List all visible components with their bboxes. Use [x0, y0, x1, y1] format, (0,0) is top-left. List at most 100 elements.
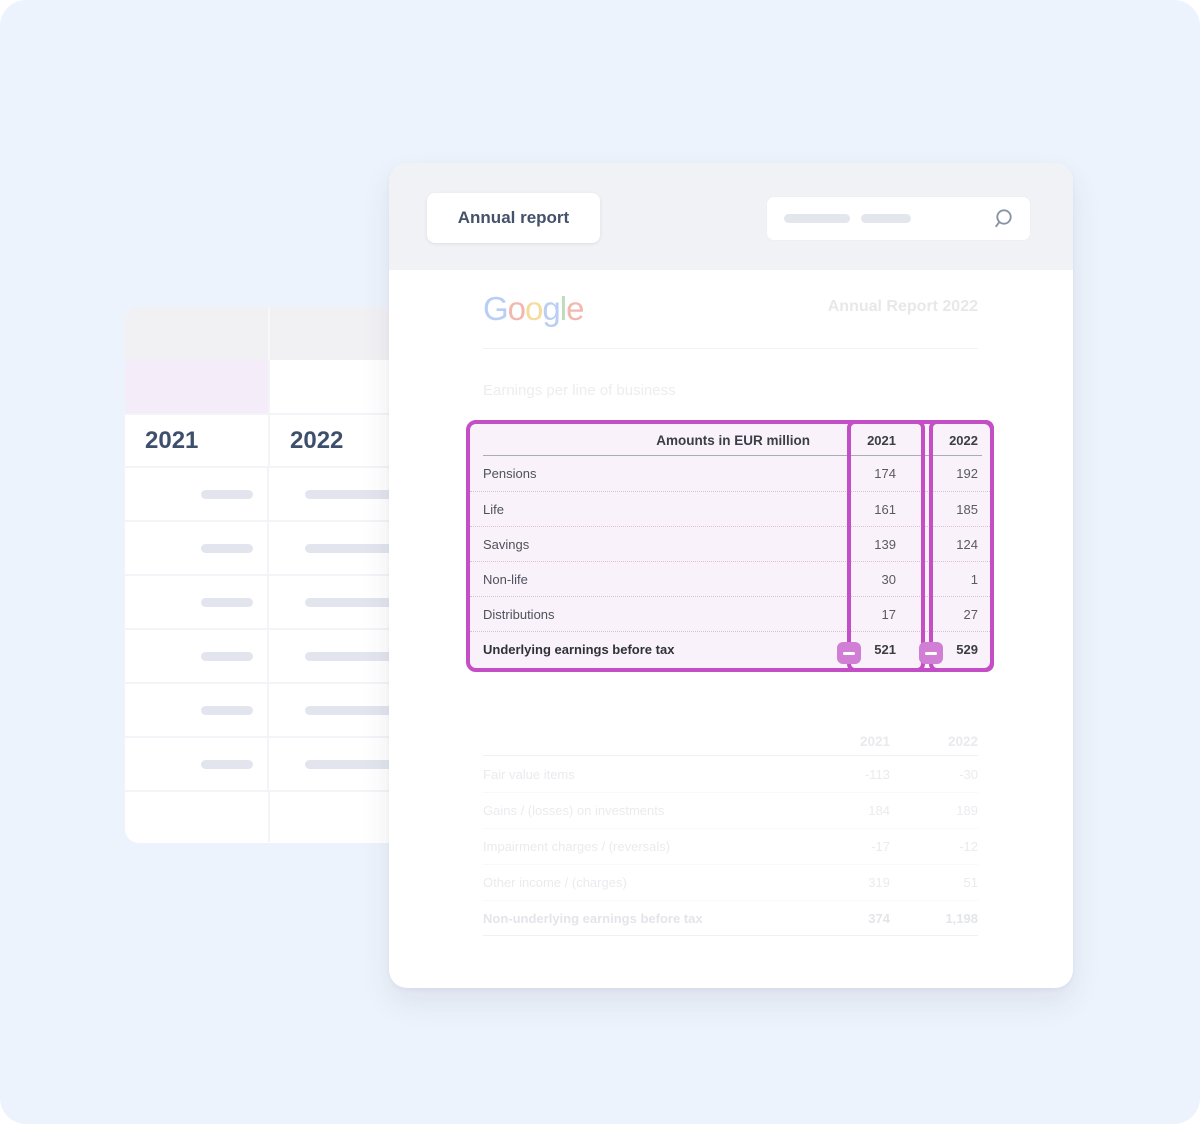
- spreadsheet-header-cell: [125, 307, 270, 360]
- value-2022: 185: [956, 501, 978, 517]
- value-2022: 1,198: [945, 910, 978, 926]
- row-label: Fair value items: [483, 766, 575, 782]
- logo-letter: g: [542, 290, 560, 327]
- header-divider: [483, 348, 978, 349]
- placeholder-bar: [305, 597, 403, 607]
- spreadsheet-row: [125, 792, 403, 842]
- spreadsheet-year-row: 2021 2022: [125, 415, 403, 468]
- spreadsheet-row: [125, 630, 403, 684]
- spreadsheet-row: [125, 738, 403, 792]
- remove-column-2022-button[interactable]: [919, 642, 943, 664]
- placeholder-bar: [201, 597, 253, 607]
- value-2021: 374: [868, 910, 890, 926]
- value-2022: -12: [959, 839, 978, 854]
- value-2021: 521: [874, 641, 896, 657]
- search-input[interactable]: [766, 196, 1031, 241]
- window-toolbar: Annual report: [389, 163, 1073, 270]
- spreadsheet-year-2021: 2021: [125, 415, 270, 466]
- table-header-2021: 2021: [867, 432, 896, 448]
- value-2021: 319: [868, 875, 890, 890]
- table-row: Gains / (losses) on investments 184 189: [483, 792, 978, 828]
- placeholder-bar: [201, 543, 253, 553]
- row-label: Non-underlying earnings before tax: [483, 910, 703, 926]
- table-row: Pensions 174 192: [470, 456, 990, 491]
- table-row: Non-life 30 1: [470, 561, 990, 596]
- faint-table-header: 2021 2022: [483, 728, 978, 756]
- value-2021: 184: [868, 803, 890, 818]
- value-2022: -30: [959, 766, 978, 782]
- logo-letter: e: [566, 290, 584, 327]
- earnings-table: Amounts in EUR million 2021 2022 Pension…: [466, 420, 994, 672]
- table-total-row: Non-underlying earnings before tax 374 1…: [483, 900, 978, 936]
- section-label: Earnings per line of business: [483, 382, 676, 399]
- non-underlying-table: 2021 2022 Fair value items -113 -30 Gain…: [483, 728, 978, 936]
- earnings-table-header: Amounts in EUR million 2021 2022: [470, 424, 990, 456]
- spreadsheet-selected-cell[interactable]: [125, 360, 270, 413]
- row-label: Underlying earnings before tax: [483, 641, 675, 657]
- document-tab[interactable]: Annual report: [427, 193, 600, 243]
- row-label: Distributions: [483, 606, 555, 622]
- spreadsheet-year-2022: 2022: [290, 426, 344, 454]
- google-logo: Google: [483, 290, 584, 328]
- search-placeholder-bar: [861, 214, 911, 223]
- value-2022: 27: [963, 606, 978, 622]
- value-2021: -113: [864, 766, 890, 782]
- placeholder-bar: [201, 705, 253, 715]
- spreadsheet-header-cell: [270, 307, 403, 360]
- placeholder-bar: [201, 759, 253, 769]
- row-label: Non-life: [483, 571, 528, 587]
- remove-column-2021-button[interactable]: [837, 642, 861, 664]
- row-label: Savings: [483, 536, 530, 552]
- value-2021: 30: [881, 571, 896, 587]
- placeholder-bar: [305, 489, 403, 499]
- placeholder-bar: [305, 651, 403, 661]
- column-selection-2022[interactable]: [929, 420, 994, 672]
- placeholder-bar: [305, 705, 403, 715]
- report-title: Annual Report 2022: [827, 298, 978, 315]
- spreadsheet-panel: 2021 2022: [125, 307, 403, 843]
- table-row: Savings 139 124: [470, 526, 990, 561]
- search-icon[interactable]: [991, 207, 1015, 231]
- row-label: Other income / (charges): [483, 875, 627, 890]
- value-2021: -17: [871, 839, 890, 854]
- table-row: Distributions 17 27: [470, 596, 990, 631]
- logo-letter: o: [507, 290, 526, 327]
- value-2022: 51: [963, 875, 978, 890]
- spreadsheet-highlight-row: [125, 360, 403, 415]
- value-2022: 124: [956, 536, 978, 552]
- table-row: Impairment charges / (reversals) -17 -12: [483, 828, 978, 864]
- value-2022: 529: [956, 641, 978, 657]
- table-header-2021: 2021: [859, 734, 890, 749]
- column-selection-2021[interactable]: [847, 420, 925, 672]
- document-window: Annual report Google Annual Report 2022 …: [389, 163, 1073, 988]
- logo-letter: G: [483, 290, 509, 327]
- value-2021: 17: [881, 606, 896, 622]
- spreadsheet-row: [125, 684, 403, 738]
- placeholder-bar: [201, 651, 253, 661]
- search-placeholder-bar: [784, 214, 850, 223]
- placeholder-bar: [201, 489, 253, 499]
- spreadsheet-header-row: [125, 307, 403, 360]
- table-total-row: Underlying earnings before tax 521 529: [470, 631, 990, 666]
- row-label: Impairment charges / (reversals): [483, 839, 671, 854]
- table-row: Other income / (charges) 319 51: [483, 864, 978, 900]
- logo-letter: l: [559, 290, 567, 327]
- value-2021: 174: [874, 466, 896, 481]
- table-row: Life 161 185: [470, 491, 990, 526]
- table-header-label: Amounts in EUR million: [656, 432, 810, 448]
- placeholder-bar: [305, 759, 403, 769]
- table-header-2022: 2022: [949, 432, 978, 448]
- row-label: Gains / (losses) on investments: [483, 803, 665, 818]
- logo-letter: o: [525, 290, 543, 327]
- placeholder-bar: [305, 543, 403, 553]
- spreadsheet-cell: [270, 360, 403, 413]
- table-header-2022: 2022: [947, 734, 978, 749]
- spreadsheet-row: [125, 468, 403, 522]
- document-tab-label: Annual report: [457, 208, 570, 227]
- row-label: Pensions: [483, 466, 537, 481]
- spreadsheet-row: [125, 576, 403, 630]
- value-2021: 139: [874, 536, 896, 552]
- value-2021: 161: [874, 501, 896, 517]
- row-label: Life: [483, 501, 504, 517]
